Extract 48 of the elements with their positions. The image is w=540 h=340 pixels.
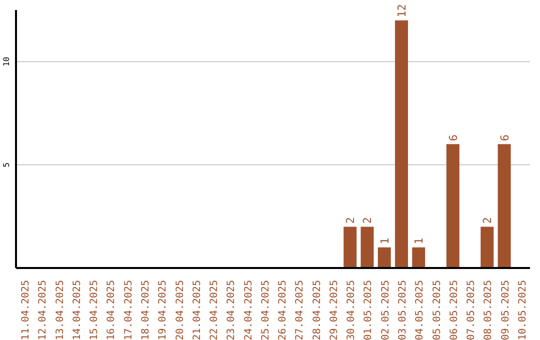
x-tick-label: 16.04.2025 — [106, 280, 118, 340]
data-label: 6 — [498, 134, 512, 142]
x-tick-label: 10.05.2025 — [517, 280, 528, 340]
y-tick-label: 10 — [2, 56, 11, 66]
x-tick-label: 08.05.2025 — [483, 280, 494, 340]
x-tick-label: 15.04.2025 — [89, 280, 100, 340]
x-tick-label: 07.05.2025 — [466, 280, 478, 340]
data-label: 2 — [361, 217, 374, 224]
bar — [446, 144, 460, 268]
bar — [394, 20, 408, 268]
x-tick-label: 06.05.2025 — [448, 280, 460, 340]
x-tick-label: 12.04.2025 — [38, 280, 49, 340]
x-tick-label: 01.05.2025 — [363, 280, 374, 340]
data-label: 1 — [378, 238, 392, 244]
x-tick-label: 23.04.2025 — [226, 280, 238, 340]
x-tick-label: 28.04.2025 — [312, 280, 323, 340]
x-tick-label: 22.04.2025 — [209, 280, 220, 340]
y-tick-label: 5 — [2, 162, 11, 168]
x-tick-label: 11.04.2025 — [20, 280, 32, 340]
bar — [412, 247, 426, 268]
bar — [360, 226, 374, 268]
data-label: 2 — [481, 217, 494, 224]
bar — [378, 247, 391, 268]
x-tick-label: 09.05.2025 — [500, 280, 512, 340]
x-tick-label: 26.04.2025 — [278, 280, 289, 340]
bar — [480, 226, 494, 268]
data-label: 1 — [412, 238, 426, 244]
x-tick-label: 19.04.2025 — [158, 280, 169, 340]
x-tick-label: 18.04.2025 — [140, 280, 152, 340]
x-tick-label: 05.05.2025 — [432, 280, 443, 340]
x-tick-label: 14.04.2025 — [72, 280, 83, 340]
x-tick-label: 21.04.2025 — [192, 280, 203, 340]
x-tick-label: 25.04.2025 — [260, 280, 272, 340]
x-tick-label: 04.05.2025 — [414, 280, 426, 340]
data-label: 2 — [344, 217, 358, 224]
x-tick-label: 30.04.2025 — [346, 280, 358, 340]
x-tick-label: 03.05.2025 — [398, 280, 408, 340]
x-tick-label: 02.05.2025 — [380, 280, 392, 340]
x-tick-label: 29.04.2025 — [328, 280, 340, 340]
x-tick-label: 13.04.2025 — [54, 280, 66, 340]
data-label: 12 — [395, 4, 408, 18]
data-label: 6 — [446, 134, 460, 142]
x-tick-label: 27.04.2025 — [294, 280, 306, 340]
bar — [344, 226, 357, 268]
x-tick-label: 24.04.2025 — [243, 280, 254, 340]
bar — [498, 144, 511, 268]
x-tick-label: 17.04.2025 — [123, 280, 134, 340]
x-tick-label: 20.04.2025 — [174, 280, 186, 340]
